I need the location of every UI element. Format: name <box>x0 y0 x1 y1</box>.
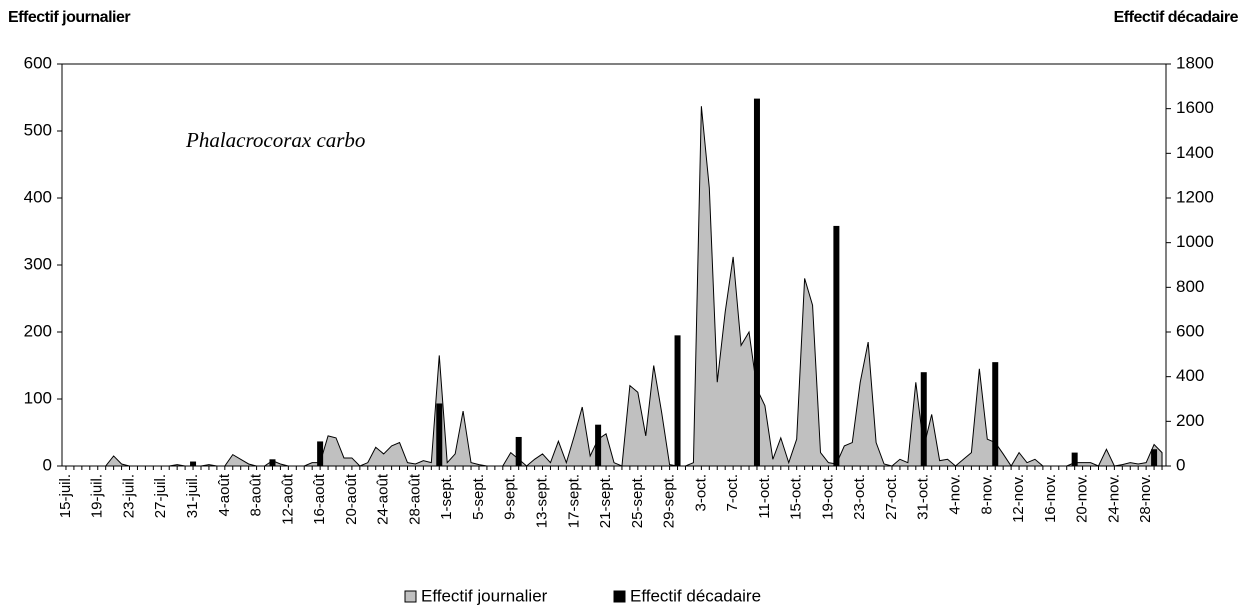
bar <box>317 441 324 466</box>
x-tick-label: 11-oct. <box>756 474 773 519</box>
x-tick-label: 8-nov. <box>978 474 995 515</box>
y-tick-label: 400 <box>24 187 52 206</box>
bar <box>992 362 999 466</box>
x-tick-label: 16-août <box>311 473 328 525</box>
bar <box>190 461 197 466</box>
y-axis-title: Effectif journalier <box>8 9 130 26</box>
x-tick-label: 23-juil. <box>120 474 137 518</box>
x-tick-label: 5-sept. <box>470 474 487 520</box>
y-tick-label: 200 <box>24 321 52 340</box>
y2-tick-label: 200 <box>1176 411 1204 430</box>
x-tick-label: 15-juil. <box>57 474 74 518</box>
x-tick-label: 12-nov. <box>1010 474 1027 523</box>
y2-tick-label: 1600 <box>1176 98 1214 117</box>
bar <box>595 424 602 466</box>
bar <box>436 403 443 466</box>
legend-label: Effectif décadaire <box>630 586 761 605</box>
y2-tick-label: 1000 <box>1176 232 1214 251</box>
x-tick-label: 15-oct. <box>788 474 805 520</box>
annotation: Phalacrocorax carbo <box>185 128 365 152</box>
legend-label: Effectif journalier <box>421 586 548 605</box>
x-tick-label: 27-oct. <box>883 474 900 520</box>
y2-tick-label: 1400 <box>1176 143 1214 162</box>
x-tick-label: 21-sept. <box>597 474 614 528</box>
x-tick-label: 4-nov. <box>946 474 963 515</box>
x-tick-label: 17-sept. <box>565 474 582 528</box>
x-tick-label: 8-août <box>248 473 265 516</box>
y-tick-label: 500 <box>24 120 52 139</box>
x-tick-label: 25-sept. <box>629 474 646 528</box>
x-tick-label: 20-nov. <box>1074 474 1091 523</box>
bar <box>920 372 927 466</box>
x-tick-label: 3-oct. <box>692 474 709 512</box>
x-tick-label: 28-nov. <box>1137 474 1154 523</box>
bar <box>753 98 760 466</box>
bar <box>833 225 840 466</box>
x-tick-label: 31-juil. <box>184 474 201 518</box>
bar <box>1151 449 1158 466</box>
x-tick-label: 27-juil. <box>152 474 169 518</box>
x-tick-label: 20-août <box>343 473 360 525</box>
x-tick-label: 19-oct. <box>819 474 836 520</box>
y2-tick-label: 600 <box>1176 321 1204 340</box>
bar <box>269 459 276 466</box>
bar <box>674 335 681 466</box>
y2-tick-label: 1800 <box>1176 53 1214 72</box>
y-tick-label: 0 <box>43 455 52 474</box>
x-tick-label: 23-oct. <box>851 474 868 520</box>
x-tick-label: 28-août <box>406 473 423 525</box>
y2-axis-title: Effectif décadaire <box>1114 9 1239 26</box>
x-tick-label: 1-sept. <box>438 474 455 520</box>
x-tick-label: 12-août <box>279 473 296 525</box>
y2-tick-label: 1200 <box>1176 187 1214 206</box>
legend-swatch <box>613 590 626 603</box>
bar <box>1071 452 1078 466</box>
x-tick-label: 16-nov. <box>1042 474 1059 523</box>
x-tick-label: 9-sept. <box>502 474 519 520</box>
x-tick-label: 24-août <box>375 473 392 525</box>
bar <box>515 436 522 466</box>
y-tick-label: 300 <box>24 254 52 273</box>
x-tick-label: 4-août <box>216 473 233 516</box>
legend-swatch <box>404 590 417 603</box>
x-tick-label: 24-nov. <box>1105 474 1122 523</box>
x-tick-label: 29-sept. <box>661 474 678 528</box>
y-tick-label: 600 <box>24 53 52 72</box>
y-tick-label: 100 <box>24 388 52 407</box>
y2-tick-label: 0 <box>1176 455 1185 474</box>
x-tick-label: 7-oct. <box>724 474 741 512</box>
x-tick-label: 19-juil. <box>89 474 106 518</box>
x-tick-label: 13-sept. <box>533 474 550 528</box>
y2-tick-label: 800 <box>1176 277 1204 296</box>
x-tick-label: 31-oct. <box>915 474 932 520</box>
y2-tick-label: 400 <box>1176 366 1204 385</box>
